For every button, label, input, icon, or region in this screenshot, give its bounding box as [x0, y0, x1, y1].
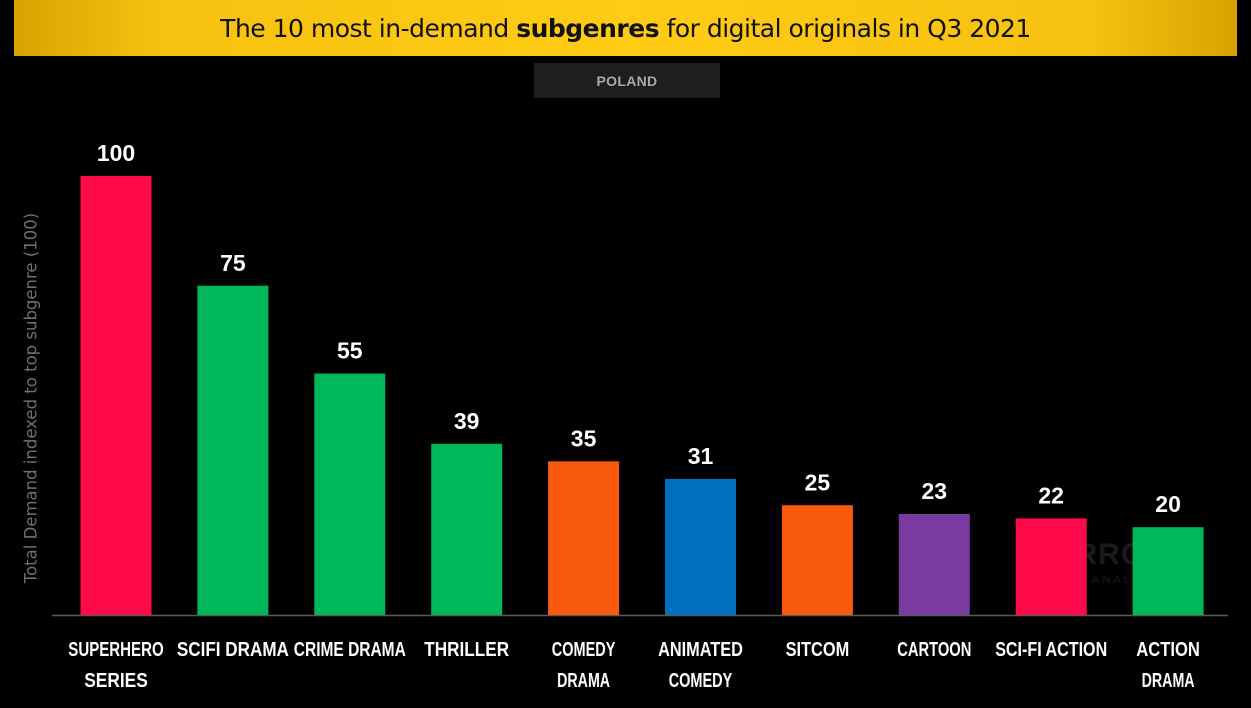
bar-value-label: 100	[97, 140, 135, 166]
category-label: SERIES	[84, 670, 148, 692]
title-bold: subgenres	[516, 13, 660, 43]
region-label: POLAND	[534, 63, 720, 98]
category-label: CARTOON	[897, 639, 971, 661]
category-label: DRAMA	[557, 670, 610, 692]
category-label: SITCOM	[786, 639, 850, 661]
bar-value-label: 25	[805, 469, 831, 495]
category-label: ACTION	[1136, 639, 1200, 661]
bar	[665, 478, 736, 615]
title-prefix: The 10 most in-demand	[220, 13, 517, 43]
title-bar: The 10 most in-demand subgenres for digi…	[14, 0, 1237, 56]
title-suffix: for digital originals in Q3 2021	[659, 13, 1032, 43]
category-label: THRILLER	[424, 639, 509, 661]
category-label: ANIMATED	[658, 639, 743, 661]
bar-value-label: 75	[220, 250, 246, 276]
category-label: COMEDY	[669, 670, 733, 692]
chart-title: The 10 most in-demand subgenres for digi…	[220, 14, 1031, 43]
bar-value-label: 23	[922, 478, 948, 504]
bar	[431, 443, 503, 615]
bar	[1015, 518, 1087, 615]
bar-value-label: 31	[688, 443, 714, 469]
bar	[80, 176, 152, 615]
bar-value-label: 22	[1038, 482, 1064, 508]
bar	[314, 373, 386, 615]
category-label: CRIME DRAMA	[294, 639, 406, 661]
bar	[898, 514, 970, 615]
bar	[781, 505, 853, 615]
bar-value-label: 39	[454, 408, 480, 434]
bar-value-label: 20	[1155, 491, 1181, 517]
category-label: SCIFI DRAMA	[177, 639, 289, 661]
bar	[548, 461, 620, 615]
category-label: DRAMA	[1142, 670, 1195, 692]
bar-value-label: 55	[337, 338, 363, 364]
category-label: SUPERHERO	[68, 639, 163, 661]
bar	[1132, 527, 1204, 615]
bar	[197, 285, 269, 615]
category-label: SCI-FI ACTION	[995, 639, 1107, 661]
bar-value-label: 35	[571, 425, 597, 451]
category-label: COMEDY	[552, 639, 616, 661]
